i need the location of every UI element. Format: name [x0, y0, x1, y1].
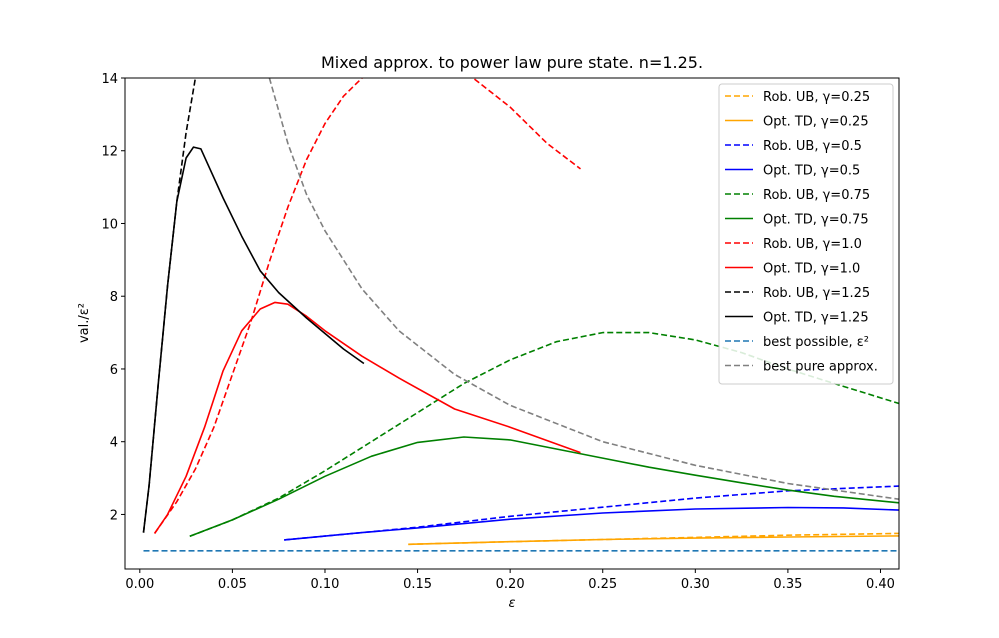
x-tick-label: 0.05: [218, 577, 247, 592]
series-line-9: [142, 146, 365, 533]
x-axis-label: ε: [508, 596, 515, 611]
legend-label-1: Opt. TD, γ=0.25: [763, 115, 869, 130]
series-line-5: [189, 436, 899, 538]
legend-label-2: Rob. UB, γ=0.5: [763, 139, 862, 154]
legend: Rob. UB, γ=0.25 Opt. TD, γ=0.25 Rob. UB, γ…: [718, 83, 894, 385]
legend-label-11: best pure approx.: [763, 360, 878, 375]
y-tick-label: 8: [110, 290, 118, 305]
series-line-1: [408, 535, 899, 546]
series-line-6: [153, 78, 581, 534]
x-tick-label: 0.25: [588, 577, 617, 592]
series-line-7: [153, 301, 581, 534]
legend-label-7: Opt. TD, γ=1.0: [763, 262, 860, 277]
legend-label-8: Rob. UB, γ=1.25: [763, 286, 870, 301]
chart-title: Mixed approx. to power law pure state. n…: [321, 53, 703, 72]
plot-frame: [124, 77, 900, 570]
y-tick-label: 6: [110, 363, 118, 378]
x-tick-label: 0.35: [773, 577, 802, 592]
x-tick-label: 0.10: [311, 577, 340, 592]
legend-label-4: Rob. UB, γ=0.75: [763, 188, 870, 203]
series-line-2: [284, 485, 899, 541]
x-tick-label: 0.15: [403, 577, 432, 592]
axes-layer: 0.00 0.05 0.10 0.15 0.20 0.25 0.30 0.35 0.40 2 4 6 8…: [101, 72, 895, 592]
y-tick-label: 12: [101, 145, 118, 160]
legend-label-10: best possible, ε²: [763, 335, 869, 350]
x-tick-label: 0.40: [866, 577, 895, 592]
legend-label-9: Opt. TD, γ=1.25: [763, 311, 869, 326]
x-tick-label: 0.00: [125, 577, 154, 592]
series-line-8: [142, 78, 197, 533]
series-line-4: [189, 331, 899, 538]
y-tick-label: 2: [110, 508, 118, 523]
x-tick-label: 0.30: [681, 577, 710, 592]
legend-label-6: Rob. UB, γ=1.0: [763, 237, 862, 252]
legend-label-3: Opt. TD, γ=0.5: [763, 164, 860, 179]
legend-frame: [718, 83, 894, 385]
y-tick-label: 4: [110, 436, 118, 451]
series-line-11: [268, 78, 899, 500]
y-tick-label: 14: [101, 72, 118, 87]
legend-label-0: Rob. UB, γ=0.25: [763, 90, 870, 105]
series-layer: [142, 78, 899, 552]
x-tick-label: 0.20: [496, 577, 525, 592]
series-line-3: [284, 506, 899, 541]
y-axis-label: val./ε²: [77, 303, 92, 343]
legend-label-5: Opt. TD, γ=0.75: [763, 213, 869, 228]
y-tick-label: 10: [101, 217, 118, 232]
